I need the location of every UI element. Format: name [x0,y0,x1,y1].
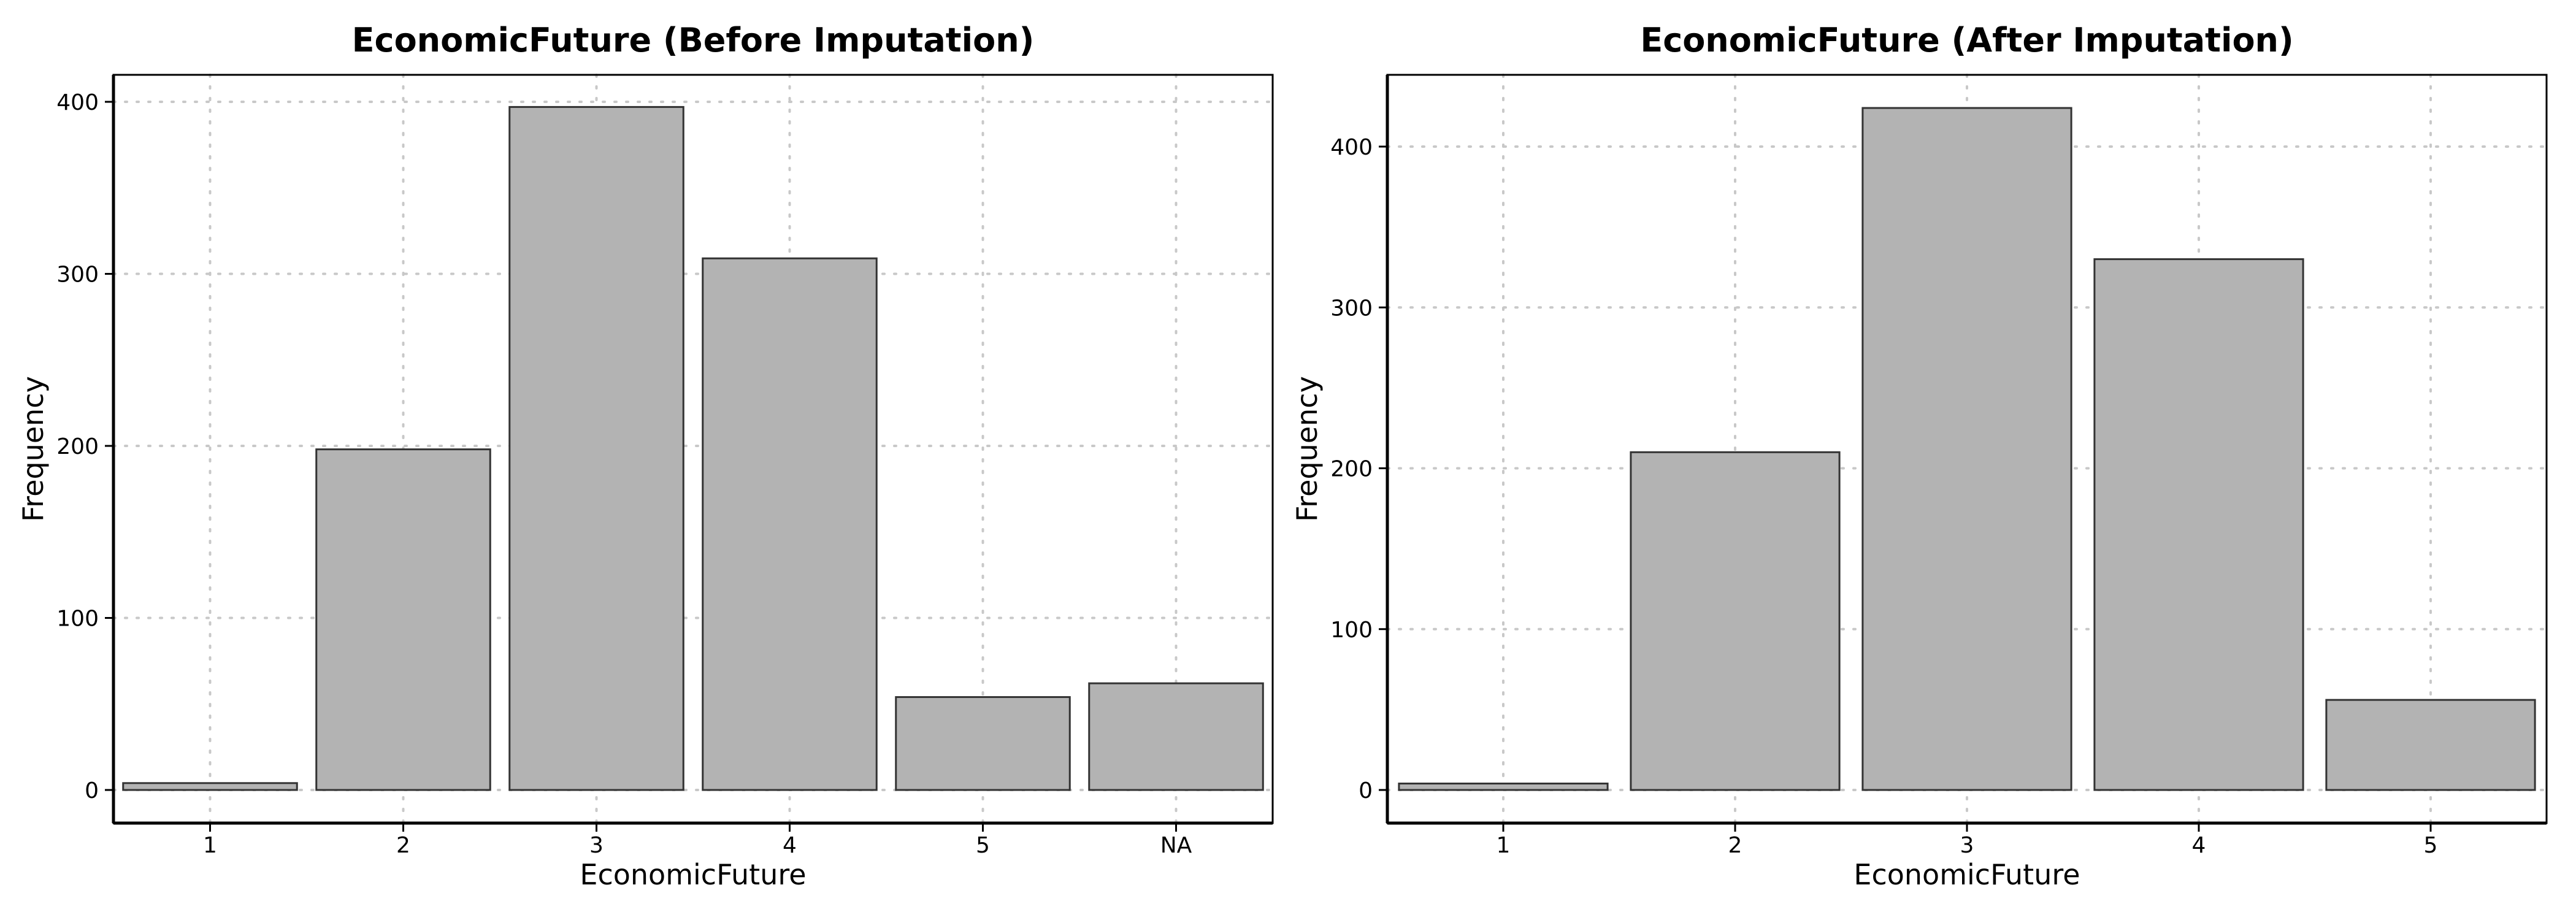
before-y-tick-label: 300 [56,263,99,288]
after-bar-3 [1861,107,2072,791]
after-x-tick-label: 2 [1728,833,1742,858]
before-y-tick-label: 0 [85,778,99,803]
before-x-tick-label: 5 [976,833,990,858]
before-x-axis-label: EconomicFuture [580,858,806,891]
before-bar-1 [122,782,298,791]
before-bar-4 [702,257,878,791]
after-bar-2 [1630,451,1841,791]
before-x-tick-label: 1 [203,833,217,858]
before-x-tick-label: 4 [783,833,797,858]
after-y-tick-label: 400 [1330,135,1373,160]
after-y-axis-label: Frequency [1290,376,1324,522]
before-x-tick-label: NA [1160,833,1192,858]
before-y-tick-label: 400 [56,90,99,115]
before-y-axis-label: Frequency [17,376,50,522]
before-bar-5 [895,696,1071,791]
after-chart-title: EconomicFuture (After Imputation) [1640,21,2293,59]
before-bar-3 [508,105,684,791]
after-x-tick-label: 1 [1497,833,1511,858]
before-chart-title: EconomicFuture (Before Imputation) [352,21,1035,59]
after-bar-1 [1398,783,1609,791]
before-x-tick-label: 3 [589,833,604,858]
after-x-tick-label: 5 [2424,833,2438,858]
before-bar-NA [1088,682,1264,791]
after-y-tick-label: 0 [1359,778,1373,803]
before-y-tick-label: 200 [56,434,99,459]
after-x-tick-label: 3 [1960,833,1974,858]
before-bar-2 [315,448,491,791]
after-bar-4 [2093,258,2304,791]
before-x-tick-label: 2 [396,833,410,858]
before-chart: 0 100 200 300 400 1 2 3 4 5 NA EconomicFuture (Befo… [17,21,1274,891]
before-y-tick-label: 100 [56,607,99,632]
after-x-axis-label: EconomicFuture [1853,858,2080,891]
after-y-tick-label: 200 [1330,457,1373,482]
after-x-tick-label: 4 [2192,833,2206,858]
after-chart: 0 100 200 300 400 1 2 3 4 5 EconomicFuture (After … [1290,21,2548,891]
after-y-tick-label: 100 [1330,618,1373,643]
after-y-tick-label: 300 [1330,296,1373,321]
after-bar-5 [2325,699,2536,791]
